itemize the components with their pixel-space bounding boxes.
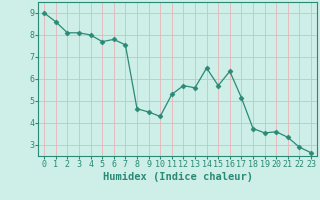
X-axis label: Humidex (Indice chaleur): Humidex (Indice chaleur) xyxy=(103,172,252,182)
